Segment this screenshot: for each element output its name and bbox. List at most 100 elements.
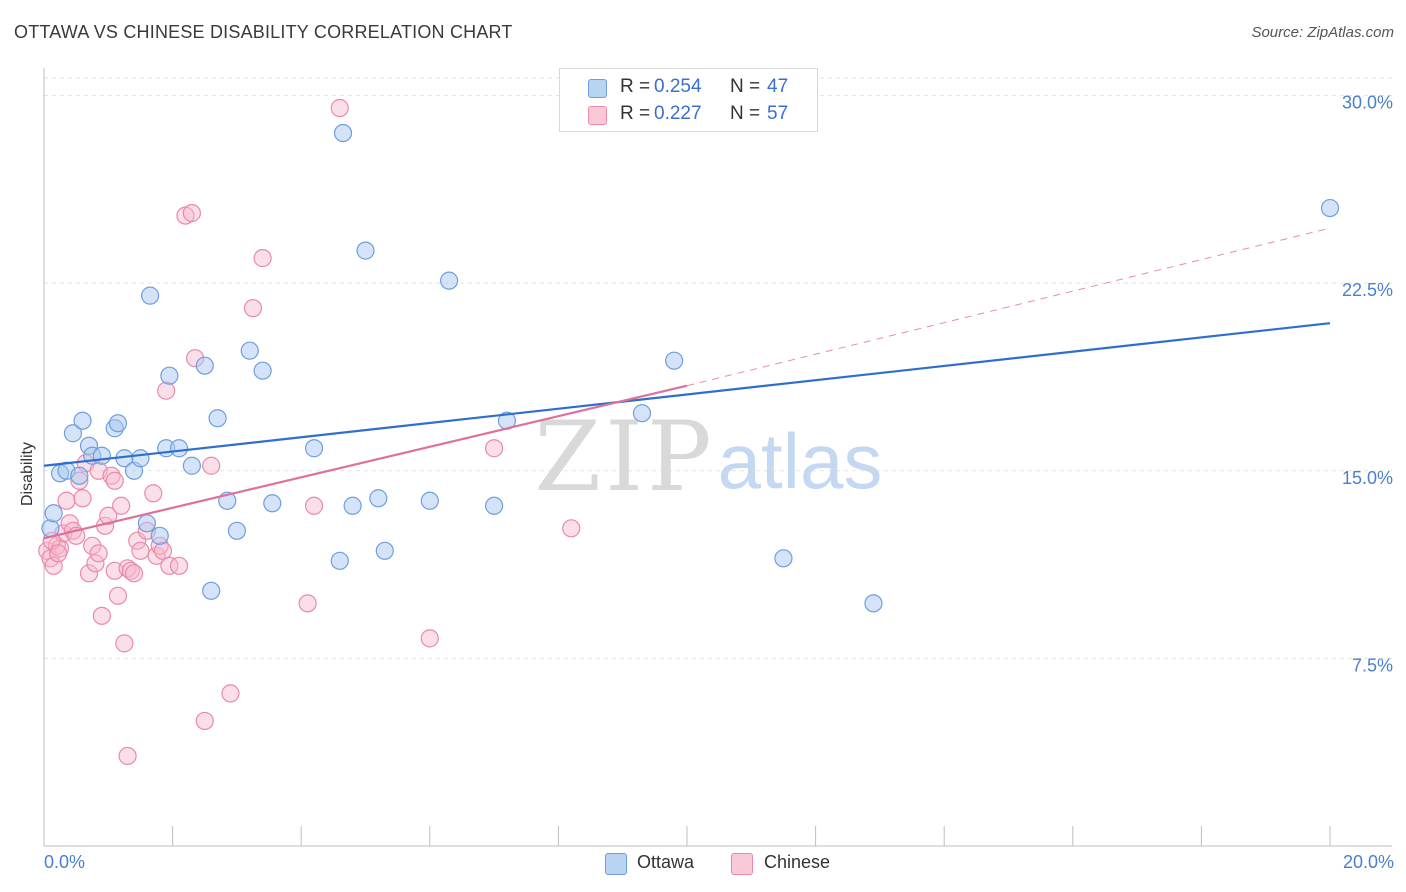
ottawa-point (1320, 198, 1340, 218)
ottawa-point (202, 581, 221, 600)
chinese-r-label: R = (620, 103, 651, 124)
legend-chinese-swatch (731, 853, 753, 875)
source-credit: Source: ZipAtlas.com (1251, 24, 1394, 41)
ottawa-r-value: 0.254 (654, 76, 702, 97)
legend-chinese-label: Chinese (764, 852, 831, 872)
ottawa-point (665, 351, 684, 370)
x-tick-label-min: 0.0% (44, 852, 86, 872)
chinese-trend-extension (686, 227, 1331, 387)
chinese-point (202, 456, 221, 475)
chinese-point (243, 299, 263, 318)
chinese-point (485, 439, 504, 458)
ottawa-point (137, 514, 156, 533)
chinese-point (304, 496, 324, 515)
legend-row-chinese: R = 0.227 N = 57 (560, 101, 817, 127)
chinese-points (38, 98, 581, 766)
ottawa-point (150, 526, 169, 545)
trend-lines (43, 227, 1331, 540)
ottawa-point (343, 496, 362, 515)
ottawa-point (108, 414, 128, 433)
legend-row-ottawa: R = 0.254 N = 47 (560, 74, 817, 100)
chinese-point (105, 471, 124, 490)
chinese-point (562, 519, 581, 538)
ottawa-point (333, 123, 353, 143)
chinese-point (112, 496, 131, 515)
chinese-point (221, 684, 240, 703)
ottawa-point (140, 286, 160, 305)
ottawa-point (304, 439, 324, 458)
y-axis-label-wrap: Disability (8, 420, 48, 540)
chinese-point (298, 594, 317, 613)
chinese-swatch (588, 106, 607, 125)
ottawa-points (41, 93, 1340, 613)
chart-title: OTTAWA VS CHINESE DISABILITY CORRELATION… (14, 22, 513, 42)
chinese-r-value: 0.227 (654, 103, 702, 124)
y-tick-label: 15.0% (1342, 468, 1393, 488)
chinese-point (160, 556, 179, 575)
ottawa-point (420, 491, 439, 510)
chinese-point (89, 544, 108, 563)
ottawa-point (485, 496, 504, 515)
chinese-n-value: 57 (767, 103, 789, 124)
y-tick-label: 7.5% (1352, 655, 1393, 675)
correlation-legend: R = 0.254 N = 47 R = 0.227 N = 57 (559, 68, 818, 132)
chinese-point (79, 564, 99, 583)
y-tick-label: 30.0% (1342, 93, 1393, 113)
ottawa-n-label: N = (730, 76, 761, 97)
chinese-point (83, 536, 102, 555)
chinese-point (131, 541, 150, 560)
ottawa-point (240, 341, 259, 360)
ottawa-r-label: R = (620, 76, 651, 97)
x-tick-label-max: 20.0% (1342, 852, 1394, 872)
chinese-trend-line (43, 384, 688, 540)
chinese-point (118, 746, 137, 766)
ottawa-point (227, 521, 246, 540)
watermark: ZIP atlas (534, 401, 882, 513)
ottawa-point (774, 549, 793, 568)
ottawa-point (330, 551, 349, 570)
chinese-point (92, 606, 111, 625)
y-axis-label: Disability (19, 442, 36, 507)
chinese-point (182, 203, 201, 223)
ottawa-point (92, 446, 111, 465)
gridlines (44, 77, 1392, 659)
chinese-point (99, 506, 118, 525)
chinese-point (115, 634, 134, 653)
ottawa-point (208, 409, 227, 428)
ottawa-point (73, 411, 92, 430)
ottawa-swatch (588, 79, 607, 98)
ottawa-point (632, 404, 652, 423)
chinese-point (102, 466, 121, 485)
chinese-point (57, 491, 76, 510)
ottawa-point (375, 541, 394, 560)
legend-ottawa-swatch (605, 853, 627, 875)
ottawa-point (169, 439, 189, 458)
chinese-point (253, 249, 272, 268)
ottawa-point (864, 594, 883, 613)
ottawa-point (182, 456, 201, 475)
chinese-n-label: N = (730, 103, 761, 124)
y-tick-labels: 7.5% 15.0% 22.5% 30.0% (1342, 93, 1393, 676)
chinese-point (121, 561, 140, 580)
ottawa-point (63, 424, 83, 443)
chinese-point (86, 554, 105, 573)
chinese-point (169, 556, 189, 575)
ottawa-point (263, 494, 282, 513)
chinese-point (73, 489, 92, 508)
axes (43, 68, 1392, 847)
ottawa-point (195, 356, 214, 375)
chinese-point (157, 381, 176, 400)
ottawa-n-value: 47 (767, 76, 789, 97)
ottawa-point (70, 466, 89, 485)
chinese-point (49, 544, 68, 563)
ottawa-point (253, 361, 272, 380)
ottawa-trend-line (43, 322, 1331, 467)
watermark-zip: ZIP (534, 401, 715, 513)
ottawa-point (356, 241, 375, 260)
y-tick-label: 22.5% (1342, 280, 1393, 300)
ottawa-point (131, 449, 150, 468)
watermark-atlas: atlas (718, 417, 883, 505)
ottawa-point (44, 504, 63, 523)
ottawa-point (369, 489, 388, 508)
